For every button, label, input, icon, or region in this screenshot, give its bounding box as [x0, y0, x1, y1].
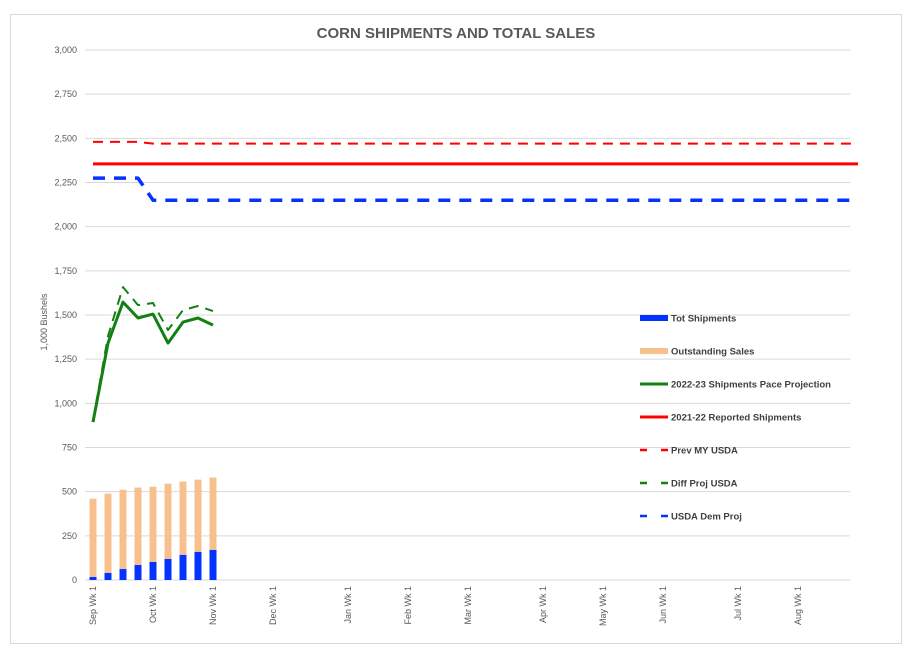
y-tick-label: 1,000 [54, 398, 77, 408]
y-tick-label: 250 [62, 531, 77, 541]
y-tick-label: 1,500 [54, 310, 77, 320]
x-tick-label: Feb Wk 1 [403, 586, 413, 625]
bar-outstanding-sales [209, 477, 217, 550]
x-tick-label: Jun Wk 1 [658, 586, 668, 624]
legend: Tot Shipments Outstanding Sales 2022-23 Sh… [640, 314, 831, 523]
legend-label-2021-22-reported-shipments: 2021-22 Reported Shipments [671, 413, 801, 424]
chart-title: CORN SHIPMENTS AND TOTAL SALES [317, 25, 596, 42]
y-tick-label: 750 [62, 443, 77, 453]
bar-tot-shipments [119, 569, 127, 580]
x-tick-label: Oct Wk 1 [148, 586, 158, 623]
x-axis-ticks: Sep Wk 1 Oct Wk 1 Nov Wk 1 Dec Wk 1 Jan Wk 1… [88, 586, 803, 626]
x-tick-label: Nov Wk 1 [208, 586, 218, 625]
bar-outstanding-sales [104, 493, 112, 573]
line-2022-23-shipments-pace-projection [91, 300, 214, 423]
x-tick-label: May Wk 1 [598, 586, 608, 626]
y-tick-label: 1,250 [54, 354, 77, 364]
bar-outstanding-sales [149, 486, 157, 562]
legend-label-tot-shipments: Tot Shipments [671, 314, 736, 325]
y-tick-label: 1,750 [54, 266, 77, 276]
bar-tot-shipments [194, 551, 202, 580]
legend-swatch-outstanding-sales [640, 348, 668, 354]
gridlines [85, 49, 850, 581]
line-prev-my-usda [93, 140, 858, 145]
bar-outstanding-sales [89, 498, 97, 577]
bar-outstanding-sales [194, 479, 202, 552]
y-axis-label: 1,000 Bushels [39, 293, 49, 351]
chart-frame [10, 14, 902, 644]
x-tick-label: Jul Wk 1 [733, 586, 743, 621]
legend-label-usda-dem-proj: USDA Dem Proj [671, 512, 742, 523]
line-diff-proj-usda [92, 286, 214, 422]
legend-label-2022-23-shipments-pace-projection: 2022-23 Shipments Pace Projection [671, 380, 831, 391]
x-tick-label: Aug Wk 1 [793, 586, 803, 625]
x-tick-label: Jan Wk 1 [343, 586, 353, 624]
bar-outstanding-sales [179, 481, 187, 555]
bar-tot-shipments [149, 561, 157, 580]
y-tick-label: 2,750 [54, 89, 77, 99]
bar-tot-shipments [179, 554, 187, 580]
bar-tot-shipments [134, 564, 142, 580]
y-tick-label: 2,000 [54, 222, 77, 232]
y-axis-ticks: 0 250 500 750 1,000 1,250 1,500 1,750 2,000 2,250… [54, 45, 77, 585]
bar-outstanding-sales [164, 483, 172, 559]
y-tick-label: 2,250 [54, 178, 77, 188]
x-tick-label: Sep Wk 1 [88, 586, 98, 625]
bar-tot-shipments [89, 576, 97, 580]
x-tick-label: Dec Wk 1 [268, 586, 278, 625]
y-tick-label: 500 [62, 487, 77, 497]
legend-label-diff-proj-usda: Diff Proj USDA [671, 479, 738, 490]
y-tick-label: 2,500 [54, 133, 77, 143]
bars [89, 477, 217, 580]
x-tick-label: Mar Wk 1 [463, 586, 473, 625]
y-tick-label: 0 [72, 575, 77, 585]
bar-outstanding-sales [134, 487, 142, 565]
bar-tot-shipments [209, 549, 217, 580]
y-tick-label: 3,000 [54, 45, 77, 55]
legend-swatch-tot-shipments [640, 315, 668, 321]
bar-outstanding-sales [119, 489, 127, 570]
lines [91, 140, 858, 423]
x-tick-label: Apr Wk 1 [538, 586, 548, 623]
bar-tot-shipments [164, 558, 172, 580]
bar-tot-shipments [104, 572, 112, 580]
line-usda-dem-proj [93, 176, 858, 202]
legend-label-outstanding-sales: Outstanding Sales [671, 347, 754, 358]
legend-label-prev-my-usda: Prev MY USDA [671, 446, 738, 457]
